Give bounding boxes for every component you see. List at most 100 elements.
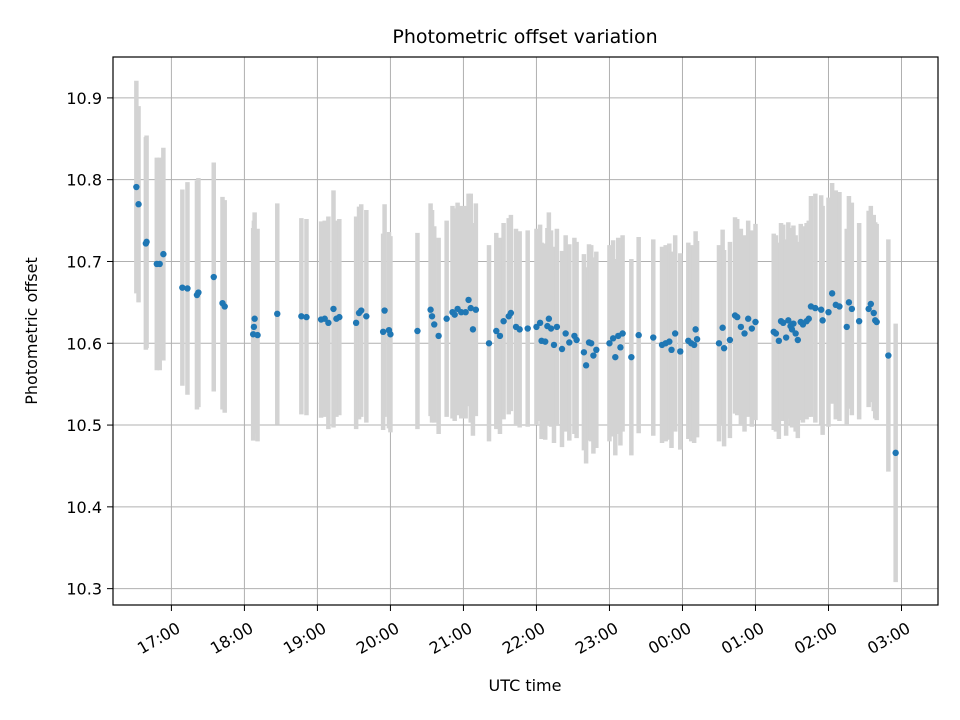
data-point — [465, 296, 472, 304]
data-point — [588, 340, 595, 347]
x-tick-label: 17:00 — [134, 618, 183, 658]
x-tick-label: 01:00 — [718, 618, 767, 658]
y-axis-label: Photometric offset — [22, 257, 41, 405]
data-point — [628, 353, 635, 361]
data-point — [720, 344, 728, 352]
data-point — [873, 318, 880, 326]
data-point — [160, 250, 167, 258]
x-tick-label: 03:00 — [864, 618, 913, 658]
data-point — [719, 324, 726, 331]
data-point — [825, 308, 832, 316]
data-point — [865, 305, 872, 313]
data-point — [496, 332, 504, 340]
data-point — [573, 336, 580, 344]
y-tick-label: 10.3 — [66, 580, 102, 599]
y-tick-label: 10.6 — [66, 334, 102, 353]
data-point — [274, 310, 281, 318]
data-point — [782, 334, 790, 341]
data-point — [612, 353, 619, 361]
data-point — [792, 330, 799, 337]
data-point — [336, 313, 343, 321]
data-point — [550, 341, 558, 349]
data-point — [524, 325, 531, 332]
chart-title: Photometric offset variation — [392, 26, 657, 48]
data-point — [303, 313, 310, 321]
data-point — [325, 319, 332, 327]
data-point — [775, 337, 783, 345]
y-tick-label: 10.8 — [66, 171, 102, 190]
data-point — [817, 306, 825, 313]
y-tick-label: 10.5 — [66, 416, 102, 435]
data-point — [828, 290, 836, 297]
x-tick-label: 21:00 — [426, 618, 475, 658]
data-point — [566, 339, 573, 346]
data-point — [650, 334, 657, 341]
data-point — [184, 285, 191, 292]
data-point — [788, 326, 796, 333]
data-point — [726, 336, 734, 344]
data-point — [845, 299, 853, 306]
x-axis-ticks: 17:00 18:00 19:00 20:00 21:00 22:00 23:00 00:00… — [134, 605, 913, 658]
data-point — [221, 303, 228, 310]
x-tick-label: 00:00 — [645, 618, 694, 658]
data-point — [785, 317, 792, 324]
data-point — [485, 340, 493, 347]
data-point — [668, 346, 675, 354]
data-point — [892, 449, 899, 457]
data-point — [462, 308, 469, 316]
y-tick-label: 10.7 — [66, 252, 102, 271]
data-point — [619, 330, 626, 337]
data-point — [752, 318, 759, 326]
data-point — [133, 183, 140, 191]
data-point — [533, 323, 540, 331]
data-point — [805, 315, 812, 322]
x-tick-label: 23:00 — [572, 618, 621, 658]
y-tick-label: 10.4 — [66, 498, 102, 517]
x-tick-label: 22:00 — [499, 618, 548, 658]
data-point — [414, 327, 421, 335]
data-point — [748, 325, 756, 332]
data-point — [885, 352, 892, 359]
data-point — [467, 304, 474, 312]
data-point — [734, 313, 741, 321]
data-point — [469, 326, 477, 333]
data-point — [352, 319, 360, 327]
data-point — [593, 346, 600, 354]
x-axis-label: UTC time — [489, 676, 562, 695]
data-point — [848, 305, 856, 313]
data-point — [427, 306, 434, 313]
data-point — [790, 320, 797, 327]
data-point — [741, 330, 748, 337]
data-point — [744, 315, 752, 322]
data-point — [516, 326, 523, 333]
data-point — [379, 328, 387, 336]
data-point — [251, 315, 258, 322]
data-point — [435, 332, 442, 340]
data-point — [542, 338, 549, 345]
data-point — [562, 330, 569, 337]
data-point — [666, 338, 673, 345]
data-point — [558, 345, 566, 353]
data-point — [772, 330, 780, 337]
data-point — [582, 362, 590, 369]
data-point — [431, 321, 438, 328]
data-point — [690, 341, 698, 349]
data-point — [254, 331, 261, 339]
data-point — [580, 349, 588, 356]
data-point — [472, 306, 480, 313]
data-point — [590, 352, 597, 359]
data-point — [536, 319, 544, 327]
data-point — [493, 327, 500, 335]
data-point — [451, 311, 458, 318]
data-point — [330, 305, 337, 313]
data-point — [671, 330, 679, 337]
data-point — [867, 300, 875, 308]
data-point — [507, 309, 515, 317]
data-point — [715, 340, 723, 347]
data-point — [179, 284, 186, 291]
x-tick-label: 19:00 — [280, 618, 329, 658]
data-point — [545, 315, 553, 322]
data-point — [547, 325, 555, 332]
data-point — [210, 273, 217, 281]
